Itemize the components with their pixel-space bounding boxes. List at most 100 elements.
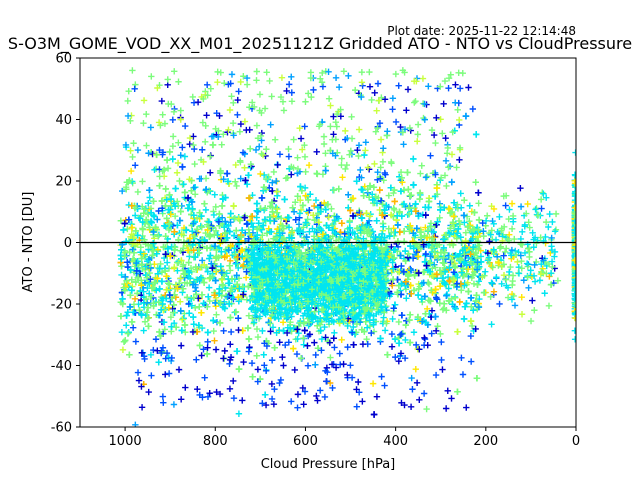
data-point [445, 285, 452, 292]
data-point [339, 174, 346, 181]
data-point [138, 261, 145, 268]
data-point [174, 267, 181, 274]
data-point [436, 283, 444, 290]
data-point [261, 391, 269, 398]
data-point [461, 219, 468, 226]
data-point [205, 293, 212, 301]
data-point [391, 335, 399, 343]
data-point [164, 165, 172, 172]
data-point [397, 188, 405, 195]
data-point [147, 351, 155, 359]
data-point [330, 335, 338, 342]
chart-title: S-O3M_GOME_VOD_XX_M01_20251121Z Gridded … [8, 34, 632, 54]
data-point [123, 322, 130, 329]
data-point [413, 225, 421, 232]
data-point [391, 198, 398, 205]
data-point [405, 204, 413, 212]
data-point [370, 184, 378, 191]
data-point [156, 265, 163, 272]
data-point [454, 328, 461, 336]
data-point [141, 279, 149, 287]
data-point [162, 185, 169, 193]
data-point [297, 206, 305, 214]
data-point [170, 301, 178, 309]
data-point [461, 259, 468, 267]
data-point [388, 243, 395, 251]
data-point [408, 374, 415, 382]
data-point [295, 221, 303, 228]
data-point [219, 282, 227, 289]
data-point [389, 315, 396, 323]
data-point [254, 333, 262, 341]
data-point [326, 379, 334, 387]
data-point [210, 211, 218, 219]
data-point [436, 214, 443, 222]
data-point [182, 328, 189, 336]
data-point [410, 329, 418, 336]
data-point [305, 162, 313, 169]
data-point [475, 200, 482, 207]
data-point [447, 259, 454, 266]
data-point [294, 154, 301, 161]
data-point [193, 229, 200, 237]
data-point [211, 191, 218, 198]
data-point [289, 204, 296, 211]
data-point [423, 405, 430, 413]
data-point [390, 189, 397, 197]
data-point [400, 228, 408, 235]
data-point [122, 273, 129, 281]
data-point [145, 200, 152, 207]
data-point [174, 198, 181, 205]
data-point [454, 205, 462, 212]
data-point [131, 212, 139, 219]
data-point [169, 155, 176, 163]
data-point [118, 328, 126, 336]
data-point [395, 318, 403, 326]
data-point [213, 318, 221, 326]
data-point [140, 327, 147, 334]
data-point [448, 256, 455, 263]
data-point [242, 274, 250, 281]
data-point [163, 259, 171, 266]
data-point [160, 318, 168, 326]
data-point [321, 199, 328, 207]
data-point [290, 208, 298, 215]
data-point [256, 225, 263, 232]
data-point [146, 290, 153, 297]
data-point [167, 314, 175, 321]
data-point [301, 184, 309, 192]
data-point [253, 325, 261, 333]
data-point [214, 217, 221, 224]
data-point [403, 295, 410, 302]
data-point [470, 307, 477, 314]
data-point [142, 205, 150, 212]
data-point [454, 274, 461, 281]
data-point [195, 240, 203, 247]
data-point [170, 401, 178, 408]
data-point [129, 246, 137, 253]
data-point [462, 229, 470, 236]
data-point [146, 194, 153, 201]
data-point [476, 242, 483, 249]
data-point [389, 282, 396, 289]
data-point [155, 207, 162, 215]
data-point [369, 380, 377, 387]
data-point [134, 188, 142, 196]
data-point [179, 285, 187, 293]
data-point [416, 229, 424, 236]
data-point [423, 305, 431, 312]
data-point [420, 268, 427, 276]
data-point [369, 228, 376, 235]
data-point [125, 201, 132, 209]
data-point [457, 234, 464, 241]
data-point [249, 229, 257, 237]
data-point [134, 274, 142, 281]
data-point [122, 238, 130, 245]
data-point [315, 218, 323, 226]
data-point [350, 341, 357, 348]
data-point [374, 168, 381, 176]
data-point [437, 330, 444, 338]
data-point [437, 270, 445, 277]
data-point [205, 284, 213, 291]
data-point [180, 261, 187, 268]
